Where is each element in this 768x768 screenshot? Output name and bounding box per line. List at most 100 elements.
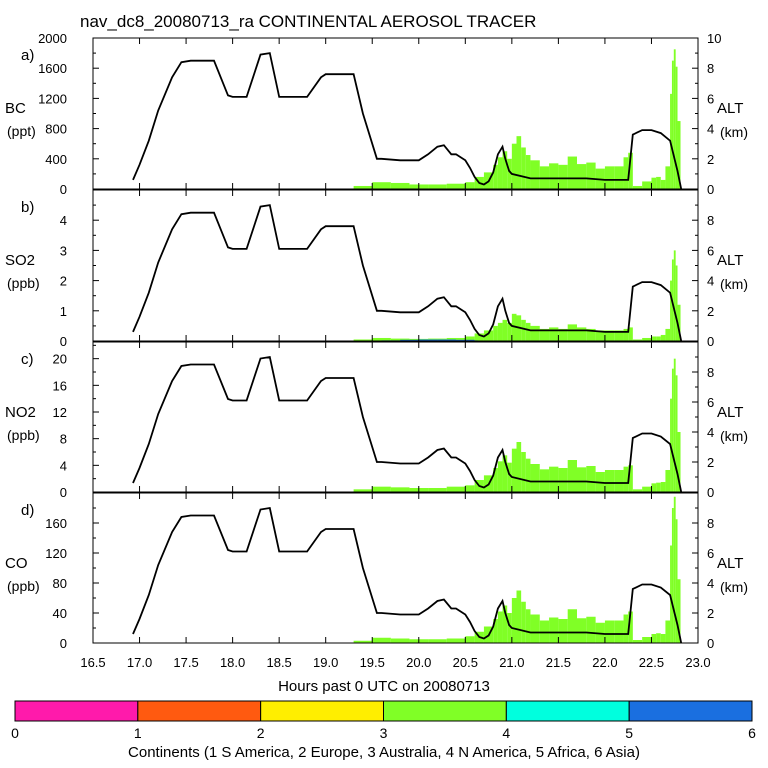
colorbar-tick-label: 2 bbox=[257, 725, 265, 741]
y-tick-label: 40 bbox=[53, 606, 67, 621]
tracer-bar bbox=[530, 464, 540, 492]
alt-tick-label: 4 bbox=[707, 274, 714, 289]
panel-variable-unit: (ppt) bbox=[7, 123, 36, 139]
y-tick-label: 2000 bbox=[38, 31, 67, 46]
alt-tick-label: 6 bbox=[707, 546, 714, 561]
tracer-bar bbox=[465, 182, 475, 189]
tracer-bar bbox=[577, 618, 587, 643]
alt-tick-label: 6 bbox=[707, 395, 714, 410]
tracer-bar bbox=[446, 486, 466, 492]
tracer-bar bbox=[651, 336, 657, 341]
tracer-bar bbox=[502, 319, 508, 341]
tracer-bar bbox=[549, 327, 559, 341]
y-tick-label: 2 bbox=[60, 274, 67, 289]
tracer-bar bbox=[437, 339, 456, 341]
tracer-bar bbox=[577, 327, 587, 341]
panel-no2: 0 4 8 12 16 20 0 2 4 6 8 c) NO2 (ppb) ALT (km) bbox=[5, 341, 748, 500]
tracer-bar bbox=[372, 486, 391, 492]
tracer-bar bbox=[530, 325, 540, 341]
panel-letter: c) bbox=[21, 351, 34, 368]
tracer-bar bbox=[614, 470, 624, 492]
tracer-bar bbox=[642, 181, 652, 189]
tracer-bar bbox=[656, 336, 661, 341]
tracer-bar bbox=[390, 487, 410, 492]
x-tick-label: 21.0 bbox=[499, 655, 524, 670]
tracer-bar bbox=[353, 339, 373, 341]
tracer-bar bbox=[558, 328, 568, 341]
colorbar-tick-label: 0 bbox=[11, 725, 19, 741]
x-tick-label: 20.0 bbox=[406, 655, 431, 670]
colorbar-tick-label: 6 bbox=[748, 725, 756, 741]
x-tick-label: 19.0 bbox=[313, 655, 338, 670]
tracer-bar bbox=[604, 166, 615, 189]
tracer-bar bbox=[660, 634, 666, 643]
tracer-bar bbox=[521, 452, 526, 492]
tracer-bar bbox=[665, 620, 671, 643]
tracer-bar bbox=[549, 617, 559, 643]
tracer-bar bbox=[604, 470, 615, 492]
tracer-bar bbox=[502, 455, 508, 492]
tracer-bar bbox=[516, 590, 522, 643]
tracer-bar bbox=[353, 185, 373, 189]
tracer-bar bbox=[465, 485, 475, 492]
alt-tick-label: 8 bbox=[707, 365, 714, 380]
tracer-bar bbox=[525, 458, 531, 492]
alt-tick-label: 10 bbox=[707, 31, 721, 46]
alt-tick-label: 4 bbox=[707, 576, 714, 591]
panel-variable-unit: (ppb) bbox=[7, 578, 40, 594]
x-axis-label: Hours past 0 UTC on 20080713 bbox=[278, 678, 490, 695]
tracer-bar bbox=[671, 368, 674, 492]
y-tick-label: 20 bbox=[53, 352, 67, 367]
altitude-line-co bbox=[132, 506, 683, 644]
panel-alt-unit: (km) bbox=[720, 276, 748, 292]
tracer-bar bbox=[677, 579, 681, 643]
tracer-bar bbox=[660, 179, 666, 189]
tracer-bar bbox=[558, 619, 568, 643]
tracer-bar bbox=[677, 121, 681, 189]
colorbar-tick-label: 3 bbox=[380, 725, 388, 741]
tracer-bar bbox=[353, 489, 373, 492]
tracer-bar bbox=[516, 442, 522, 492]
tracer-bar bbox=[670, 545, 672, 643]
panel-alt-name: ALT bbox=[717, 252, 743, 269]
x-tick-labels: 16.5 17.0 17.5 18.0 18.5 19.0 19.5 20.0 20.5 21.0… bbox=[80, 655, 710, 670]
tracer-bar bbox=[623, 614, 629, 643]
x-tick-label: 23.0 bbox=[685, 655, 710, 670]
colorbar-tick-label: 5 bbox=[625, 725, 633, 741]
tracer-bar bbox=[651, 177, 657, 189]
alt-tick-label: 4 bbox=[707, 425, 714, 440]
panel-variable-name: BC bbox=[5, 100, 26, 117]
tracer-bar bbox=[671, 60, 674, 190]
tracer-bar bbox=[497, 322, 503, 341]
tracer-bar bbox=[525, 609, 531, 643]
alt-tick-label: 8 bbox=[707, 516, 714, 531]
tracer-bar bbox=[567, 609, 577, 643]
tracer-bar bbox=[372, 182, 391, 189]
y-tick-label: 120 bbox=[45, 546, 67, 561]
tracer-bar bbox=[390, 638, 410, 643]
tracer-bar bbox=[632, 185, 643, 189]
panel-so2: 0 1 2 3 4 0 2 4 6 8 b) SO2 (ppb) ALT (km) bbox=[5, 189, 748, 349]
tracer-bar bbox=[586, 328, 596, 341]
tracer-bar bbox=[507, 462, 512, 492]
tracer-bar bbox=[665, 166, 671, 189]
y-tick-label: 3 bbox=[60, 243, 67, 258]
panel-variable-unit: (ppb) bbox=[7, 427, 40, 443]
tracer-bar bbox=[507, 613, 512, 643]
x-tick-label: 17.0 bbox=[127, 655, 152, 670]
tracer-bar bbox=[497, 157, 503, 189]
tracer-bar bbox=[502, 605, 508, 643]
x-tick-label: 19.5 bbox=[360, 655, 385, 670]
y-tick-label: 4 bbox=[60, 213, 67, 228]
tracer-bar bbox=[558, 468, 568, 492]
tracer-bar bbox=[400, 339, 419, 341]
tracer-bar bbox=[539, 328, 550, 341]
tracer-bar bbox=[521, 147, 526, 189]
y-tick-label: 80 bbox=[53, 576, 67, 591]
tracer-bar bbox=[614, 330, 624, 341]
alt-tick-label: 2 bbox=[707, 455, 714, 470]
tracer-bar bbox=[516, 136, 522, 189]
tracer-bar bbox=[474, 333, 484, 341]
y-tick-label: 0 bbox=[60, 182, 67, 197]
panel-alt-name: ALT bbox=[717, 555, 743, 572]
